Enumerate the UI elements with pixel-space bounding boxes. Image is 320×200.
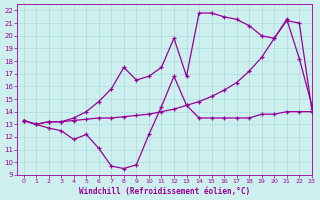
X-axis label: Windchill (Refroidissement éolien,°C): Windchill (Refroidissement éolien,°C) — [79, 187, 250, 196]
